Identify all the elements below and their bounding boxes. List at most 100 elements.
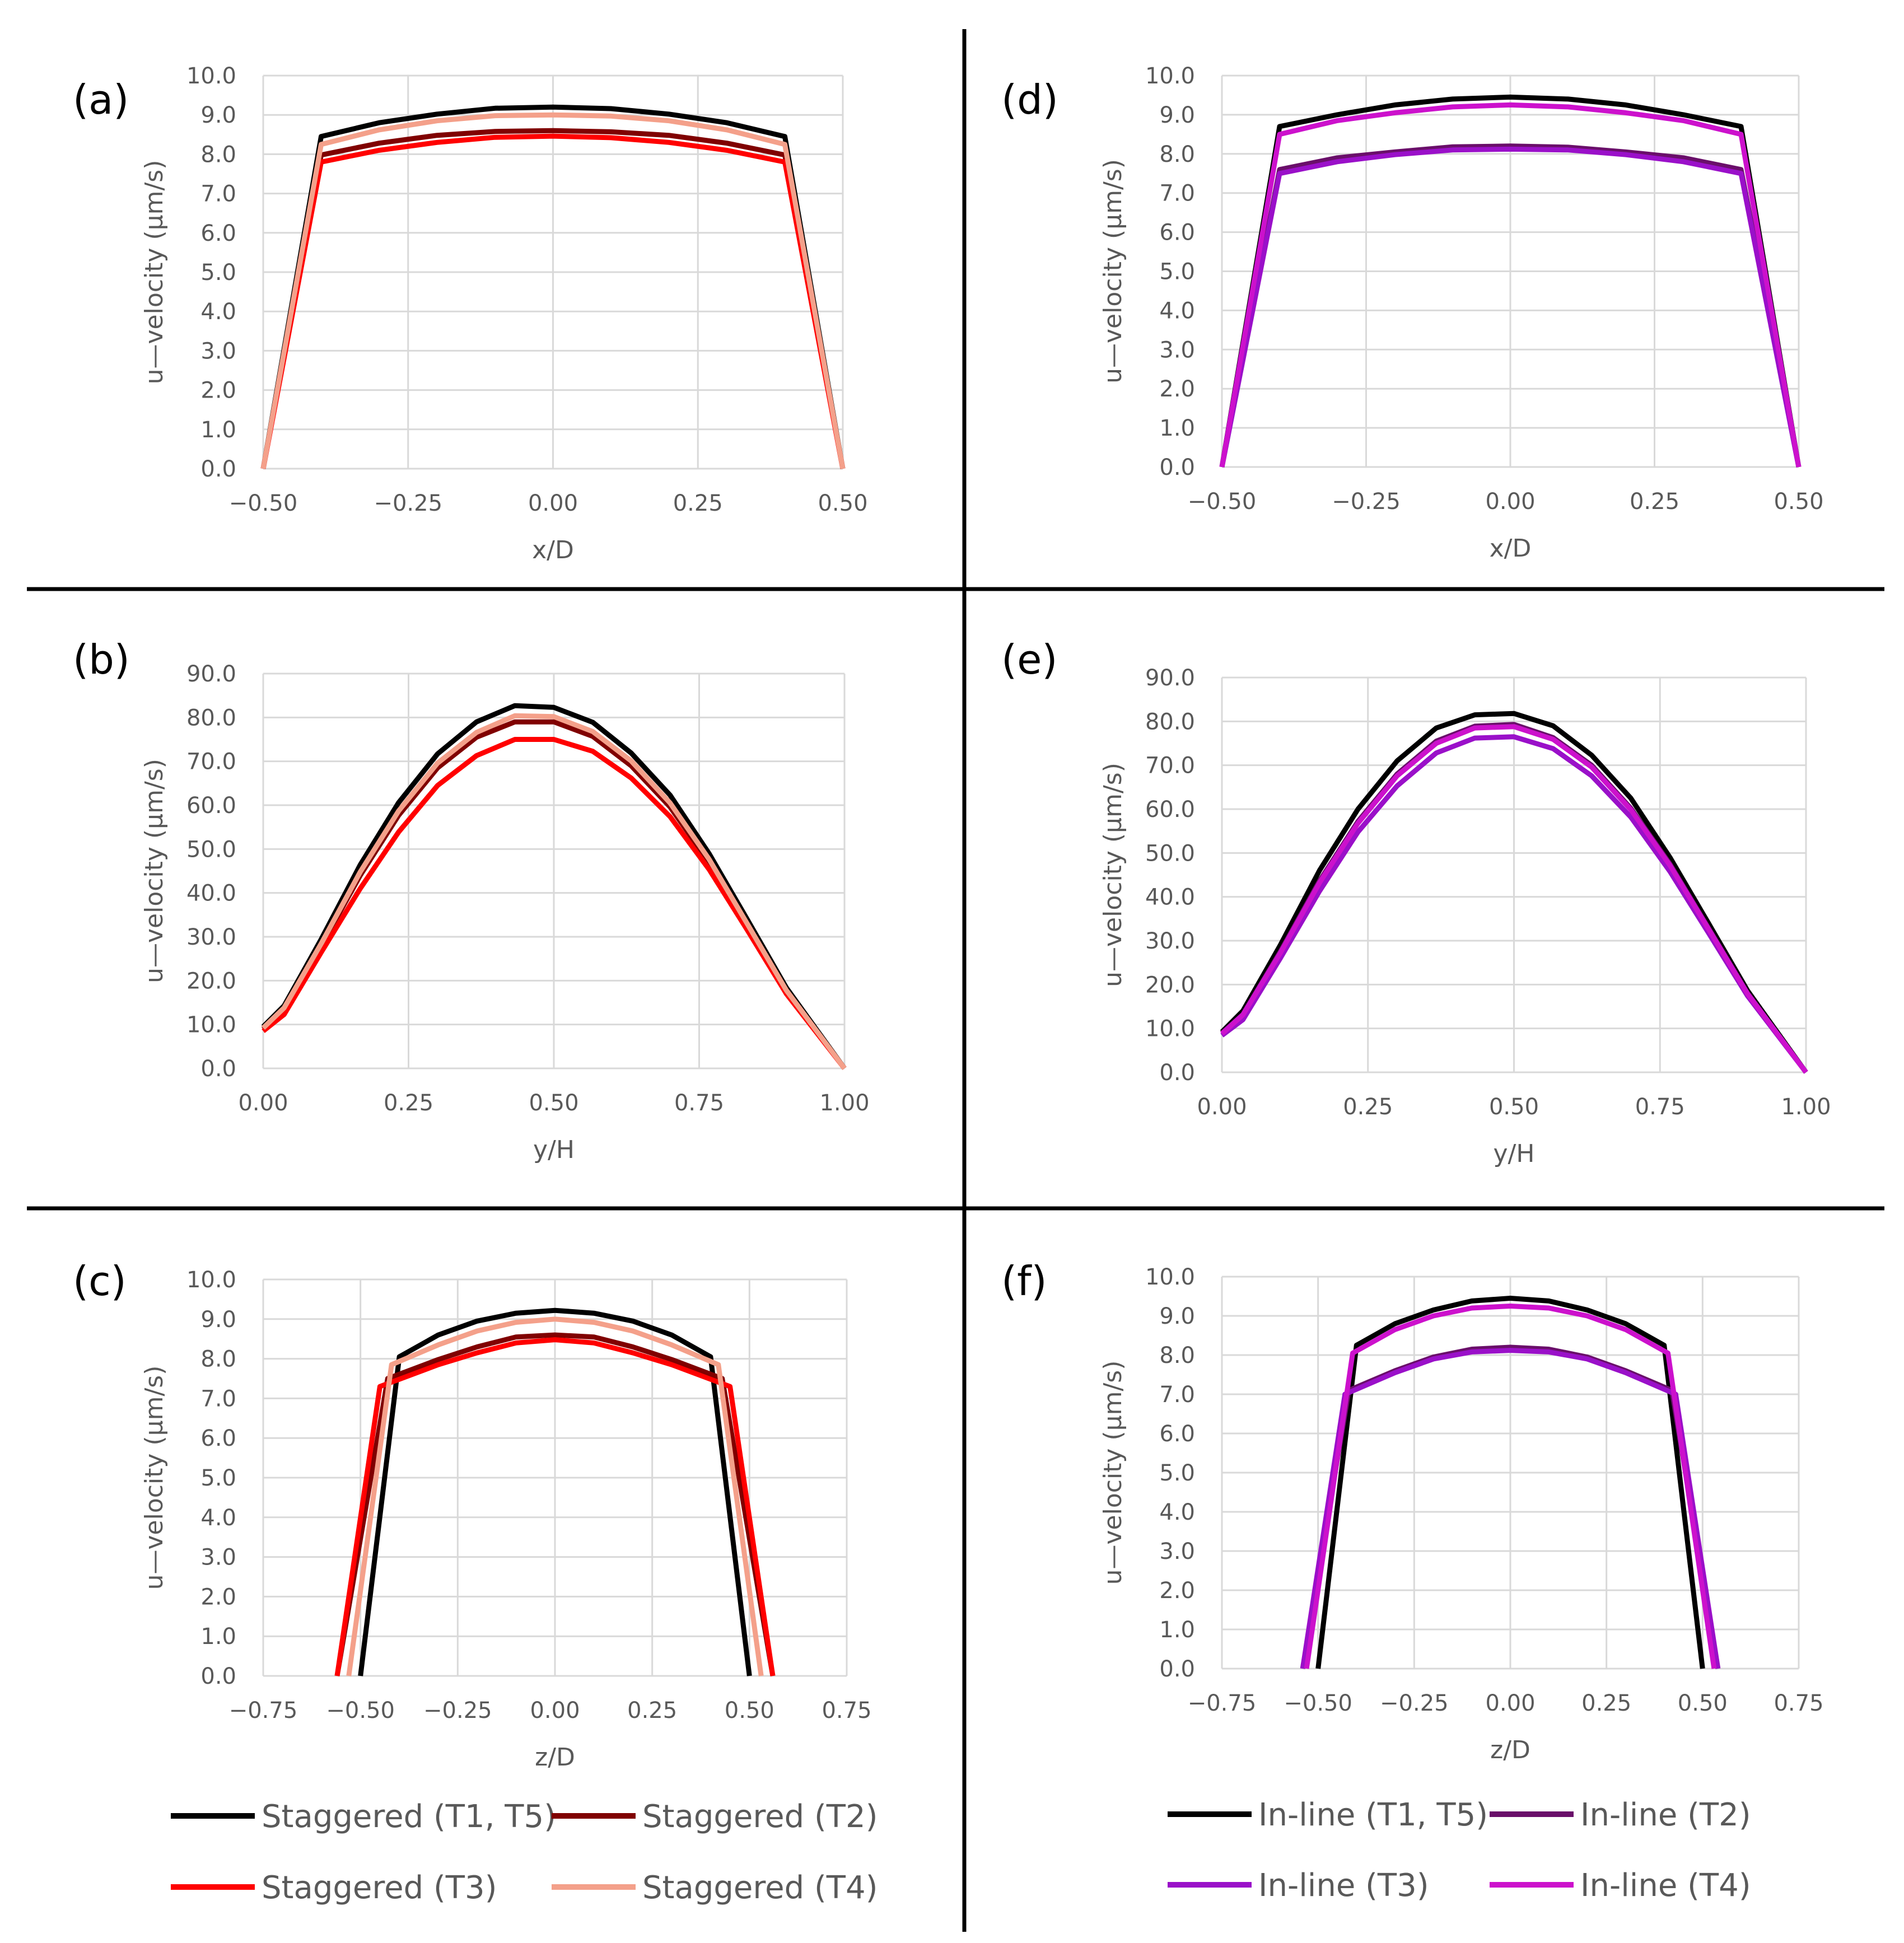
- y-tick-label: 5.0: [200, 1465, 236, 1491]
- x-axis-label: y/H: [533, 1136, 575, 1164]
- y-tick-label: 2.0: [1159, 1578, 1195, 1604]
- y-tick-label: 7.0: [200, 181, 236, 207]
- panel-label: (e): [1001, 636, 1057, 683]
- x-axis-label: y/H: [1494, 1139, 1535, 1168]
- x-tick-label: 1.00: [1781, 1094, 1831, 1120]
- y-tick-label: 50.0: [1145, 840, 1195, 866]
- panel-e: (e) 0.0 10.0 20.0 30.0 40.0 50.0 60.0 70.0 80.0 90…: [1001, 636, 1831, 1168]
- y-axis-label: u—velocity (µm/s): [140, 160, 169, 385]
- x-tick-label: 0.75: [674, 1090, 724, 1116]
- y-axis-label: u—velocity (µm/s): [140, 759, 169, 983]
- x-tick-label: 0.25: [627, 1698, 677, 1724]
- y-tick-label: 50.0: [186, 837, 236, 862]
- series-line-2: [334, 1332, 776, 1676]
- x-tick-label: −0.50: [1284, 1690, 1352, 1716]
- y-tick-label: 90.0: [1145, 665, 1195, 691]
- legends: Staggered (T1, T5) Staggered (T2) Staggere…: [171, 1797, 1751, 1906]
- panel-label: (c): [73, 1258, 127, 1305]
- y-tick-label: 10.0: [186, 1012, 236, 1038]
- panel-dividers: [27, 29, 1884, 1932]
- y-axis-label: u—velocity (µm/s): [1099, 159, 1127, 384]
- series-line-4: [1304, 1304, 1717, 1669]
- x-tick-label: 0.25: [1581, 1690, 1631, 1716]
- y-tick-label: 0.0: [1159, 1656, 1195, 1682]
- y-tick-label: 10.0: [186, 63, 236, 89]
- legend-item: Staggered (T1, T5): [171, 1799, 556, 1835]
- y-tick-label: 20.0: [1145, 972, 1195, 998]
- panel-a: (a) 0.0 1.0 2.0 3.0 4.0 5.0 6.0 7.0 8.0 9.0 10.0 −0.…: [73, 63, 868, 564]
- x-tick-label: 0.50: [1489, 1094, 1539, 1120]
- x-tick-label: 0.25: [1630, 489, 1679, 515]
- series-line-4: [1220, 724, 1808, 1074]
- x-axis-label: x/D: [532, 536, 574, 564]
- y-tick-label: 0.0: [1159, 455, 1195, 480]
- y-tick-label: 1.0: [1159, 415, 1195, 441]
- x-tick-label: 0.50: [1678, 1690, 1728, 1716]
- y-tick-label: 0.0: [200, 456, 236, 482]
- y-tick-label: 60.0: [186, 793, 236, 819]
- y-axis-label: u—velocity (µm/s): [1099, 763, 1127, 987]
- x-tick-label: 0.00: [1197, 1094, 1247, 1120]
- x-tick-label: 0.00: [528, 491, 578, 516]
- series-line-1: [260, 104, 846, 469]
- y-tick-label: 10.0: [1145, 1016, 1195, 1042]
- series-line-1: [358, 1307, 752, 1676]
- y-tick-label: 8.0: [200, 1347, 236, 1372]
- series-line-3: [1300, 1348, 1721, 1669]
- x-tick-label: 0.50: [529, 1090, 578, 1116]
- y-tick-label: 4.0: [200, 299, 236, 325]
- x-tick-label: 0.75: [1774, 1690, 1823, 1716]
- x-axis-label: z/D: [1490, 1736, 1530, 1764]
- y-tick-label: 6.0: [1159, 1421, 1195, 1447]
- legend-item: In-line (T1, T5): [1168, 1797, 1488, 1833]
- x-tick-label: 0.00: [1485, 1690, 1535, 1716]
- y-tick-label: 1.0: [200, 1624, 236, 1650]
- panel-c: (c) 0.0 1.0 2.0 3.0 4.0 5.0 6.0 7.0 8.0 9.0 10.0 −0.…: [73, 1258, 872, 1772]
- y-tick-label: 7.0: [200, 1386, 236, 1412]
- x-tick-label: 0.25: [673, 491, 723, 516]
- y-tick-label: 0.0: [200, 1664, 236, 1689]
- x-tick-label: 0.25: [384, 1090, 433, 1116]
- y-tick-label: 6.0: [1159, 220, 1195, 246]
- y-tick-label: 30.0: [1145, 928, 1195, 954]
- legend-label: In-line (T3): [1258, 1867, 1429, 1904]
- legend-item: In-line (T4): [1490, 1867, 1751, 1904]
- series-line-4: [346, 1316, 764, 1676]
- y-tick-label: 40.0: [1145, 885, 1195, 910]
- y-axis-label: u—velocity (µm/s): [140, 1366, 169, 1590]
- x-axis-label: x/D: [1490, 534, 1532, 563]
- series-line-4: [260, 112, 846, 469]
- x-tick-label: −0.50: [326, 1698, 395, 1724]
- x-tick-label: 0.50: [818, 491, 867, 516]
- x-tick-label: −0.25: [1332, 489, 1401, 515]
- y-axis-label: u—velocity (µm/s): [1099, 1361, 1127, 1585]
- x-tick-label: 0.00: [238, 1090, 288, 1116]
- y-tick-label: 9.0: [1159, 102, 1195, 128]
- legend-item: Staggered (T4): [552, 1870, 878, 1906]
- y-tick-label: 2.0: [200, 378, 236, 404]
- y-tick-label: 9.0: [200, 1307, 236, 1333]
- x-tick-label: 0.50: [725, 1698, 774, 1724]
- y-tick-label: 5.0: [1159, 1460, 1195, 1486]
- y-tick-label: 70.0: [186, 749, 236, 775]
- legend-staggered: Staggered (T1, T5) Staggered (T2) Staggere…: [171, 1799, 878, 1906]
- y-tick-label: 5.0: [1159, 259, 1195, 285]
- series-line-2: [1219, 143, 1802, 468]
- x-tick-label: 0.50: [1774, 489, 1823, 515]
- legend-label: Staggered (T3): [262, 1870, 497, 1906]
- x-tick-label: 0.75: [1635, 1094, 1685, 1120]
- y-tick-label: 0.0: [1159, 1060, 1195, 1086]
- y-tick-label: 20.0: [186, 968, 236, 994]
- y-tick-label: 2.0: [1159, 376, 1195, 402]
- y-tick-label: 60.0: [1145, 797, 1195, 823]
- y-tick-label: 3.0: [1159, 337, 1195, 363]
- x-tick-label: −0.75: [229, 1698, 298, 1724]
- y-tick-label: 90.0: [186, 661, 236, 687]
- panel-label: (b): [73, 636, 130, 683]
- panel-d: (d) 0.0 1.0 2.0 3.0 4.0 5.0 6.0 7.0 8.0 9.0 10.0 −0.…: [1001, 63, 1824, 563]
- legend-label: In-line (T4): [1580, 1867, 1751, 1904]
- y-tick-label: 80.0: [1145, 709, 1195, 735]
- legend-label: Staggered (T2): [642, 1799, 878, 1835]
- x-tick-label: 0.00: [530, 1698, 580, 1724]
